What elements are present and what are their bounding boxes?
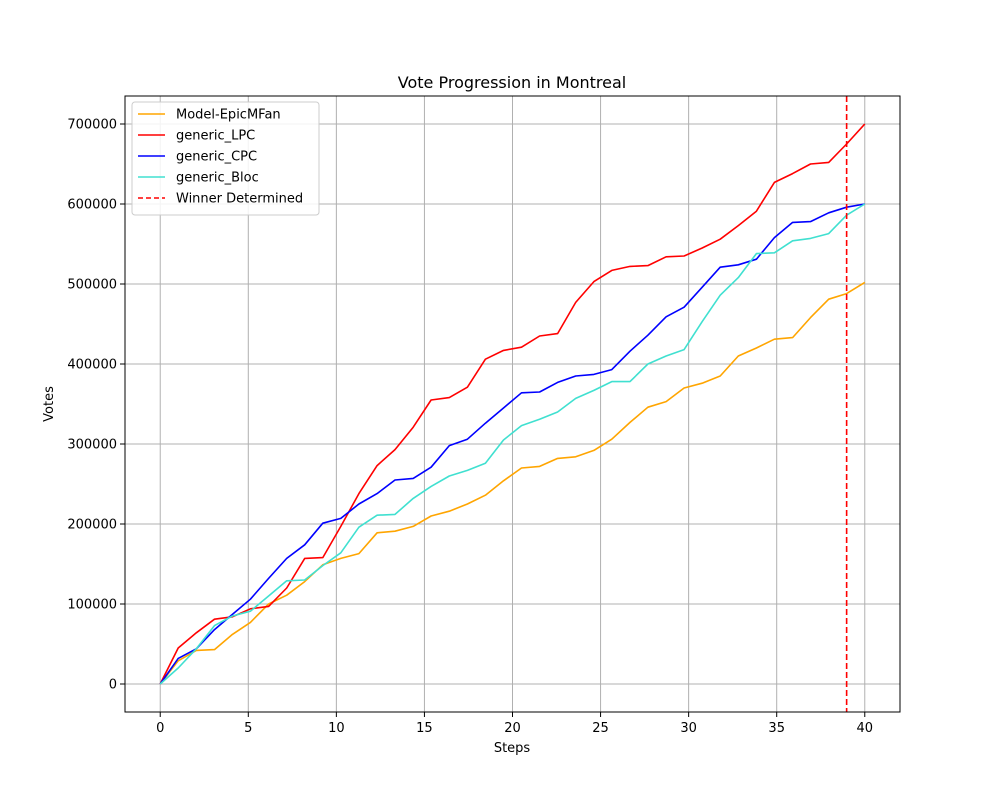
x-tick-label: 15 — [416, 721, 433, 736]
legend-label: Model-EpicMFan — [176, 108, 281, 123]
x-tick-label: 35 — [768, 721, 785, 736]
y-tick-label: 700000 — [67, 118, 117, 133]
series-line-generic-lpc — [159, 123, 866, 685]
y-tick-label: 0 — [109, 678, 117, 693]
grid — [125, 96, 900, 712]
y-tick-label: 600000 — [67, 198, 117, 213]
series-layer — [159, 123, 866, 685]
x-axis-label: Steps — [494, 741, 531, 756]
legend-label: generic_Bloc — [176, 171, 259, 186]
series-line-generic-cpc — [159, 203, 865, 685]
legend: Model-EpicMFan generic_LPC generic_CPCgene… — [131, 101, 320, 216]
y-tick-label: 500000 — [67, 278, 117, 293]
y-tick-label: 100000 — [67, 598, 117, 613]
chart-title: Vote Progression in Montreal — [398, 73, 626, 92]
series-line-model-epicmfan — [159, 281, 866, 685]
legend-label: Winner Determined — [176, 192, 303, 207]
y-tick-label: 300000 — [67, 438, 117, 453]
y-axis-label: Votes — [42, 386, 57, 422]
y-tick-label: 400000 — [67, 358, 117, 373]
legend-box — [131, 101, 320, 216]
x-tick-label: 30 — [680, 721, 697, 736]
series-line-generic-bloc — [159, 203, 866, 685]
x-axis: 0 5 10 15 20 25 30 35 40 — [156, 712, 873, 736]
x-tick-label: 10 — [328, 721, 345, 736]
x-tick-label: 40 — [856, 721, 873, 736]
y-axis: 0 100000 200000 300000 400000 500000 600000 700… — [67, 118, 125, 693]
x-tick-label: 0 — [156, 721, 164, 736]
y-tick-label: 200000 — [67, 518, 117, 533]
x-tick-label: 25 — [592, 721, 609, 736]
x-tick-label: 20 — [504, 721, 521, 736]
legend-label: generic_LPC — [176, 129, 255, 144]
legend-label: generic_CPC — [176, 150, 257, 165]
x-tick-label: 5 — [244, 721, 252, 736]
